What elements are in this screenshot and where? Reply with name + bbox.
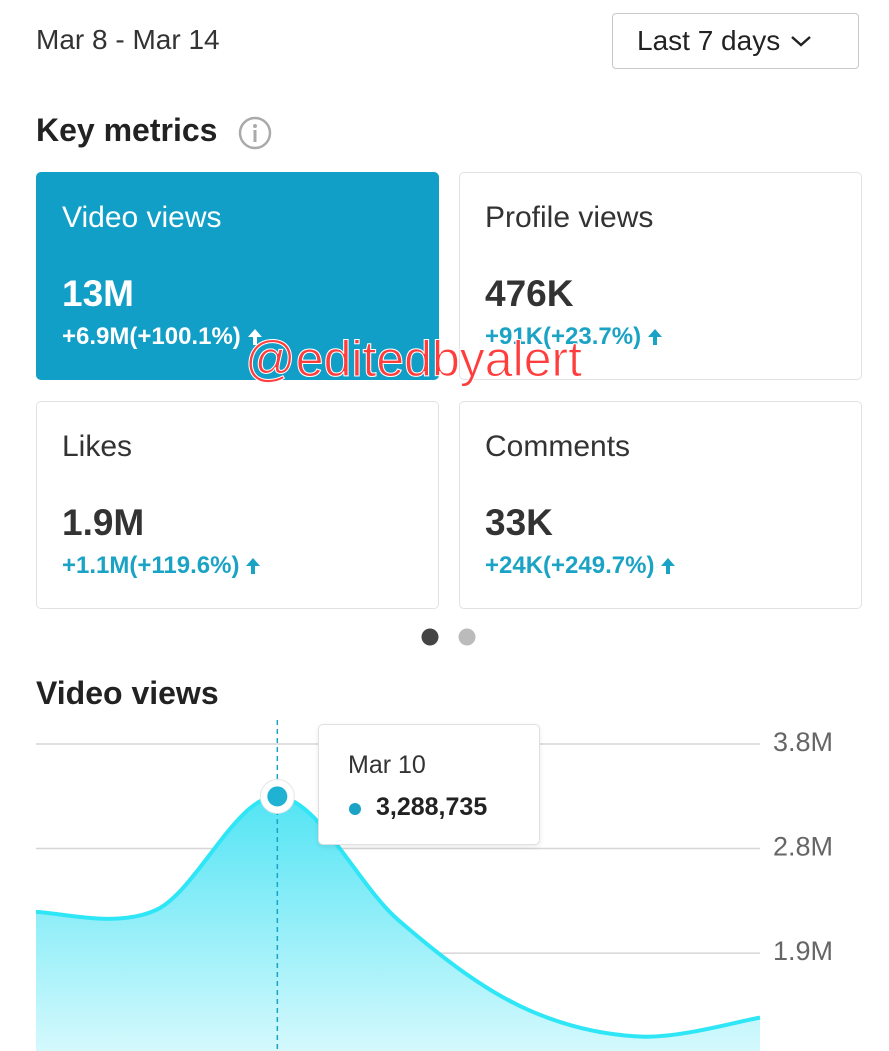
metric-value: 13M	[62, 273, 134, 314]
highlight-point	[267, 786, 288, 807]
up-arrow	[661, 558, 676, 574]
tooltip-date: Mar 10	[348, 751, 426, 779]
metric-change: +91K(+23.7%)	[485, 323, 663, 351]
metric-label: Likes	[62, 430, 133, 463]
change-text: +6.9M(+100.1%)	[62, 323, 241, 350]
metric-change: +24K(+249.7%)	[485, 552, 676, 580]
watermark: @editedbyalert	[244, 331, 583, 388]
metric-value: 476K	[485, 273, 574, 314]
change-text: +1.1M(+119.6%)	[62, 552, 240, 579]
period-dropdown[interactable]: Last 7 days	[612, 13, 859, 69]
area-line	[35, 794, 761, 1039]
metric-change: +6.9M(+100.1%)	[62, 323, 263, 351]
metric-label: Comments	[485, 430, 631, 463]
date-range: Mar 8 - Mar 14	[36, 24, 220, 55]
pager-dots[interactable]	[420, 627, 480, 647]
y-tick-label: 1.9M	[773, 936, 833, 966]
tooltip-dot	[349, 803, 361, 815]
up-arrow	[247, 329, 262, 345]
metric-label: Profile views	[485, 201, 654, 234]
chart-title: Video views	[36, 675, 219, 711]
metric-value: 1.9M	[62, 502, 145, 543]
tooltip-value: 3,288,735	[376, 793, 488, 821]
up-arrow	[246, 558, 261, 574]
area-fill	[36, 796, 760, 1051]
period-label: Last 7 days	[637, 25, 781, 56]
metric-card[interactable]: Likes 1.9M +1.1M(+119.6%)	[36, 401, 439, 609]
metric-card[interactable]: Profile views 476K +91K(+23.7%)	[459, 172, 862, 380]
section-title: Key metrics	[36, 112, 218, 148]
info-icon[interactable]	[238, 116, 272, 150]
tooltip: Mar 10 3,288,735	[318, 724, 540, 845]
change-text: +24K(+249.7%)	[485, 552, 655, 579]
metric-label: Video views	[62, 201, 222, 234]
metric-value: 33K	[485, 502, 553, 543]
metric-card[interactable]: Video views 13M +6.9M(+100.1%)	[36, 172, 439, 380]
metric-change: +1.1M(+119.6%)	[62, 552, 261, 580]
up-arrow	[648, 329, 663, 345]
y-tick-label: 3.8M	[773, 727, 833, 757]
change-text: +91K(+23.7%)	[485, 323, 642, 350]
metric-card[interactable]: Comments 33K +24K(+249.7%)	[459, 401, 862, 609]
y-tick-label: 2.8M	[773, 832, 833, 862]
chevron-icon	[791, 36, 812, 47]
